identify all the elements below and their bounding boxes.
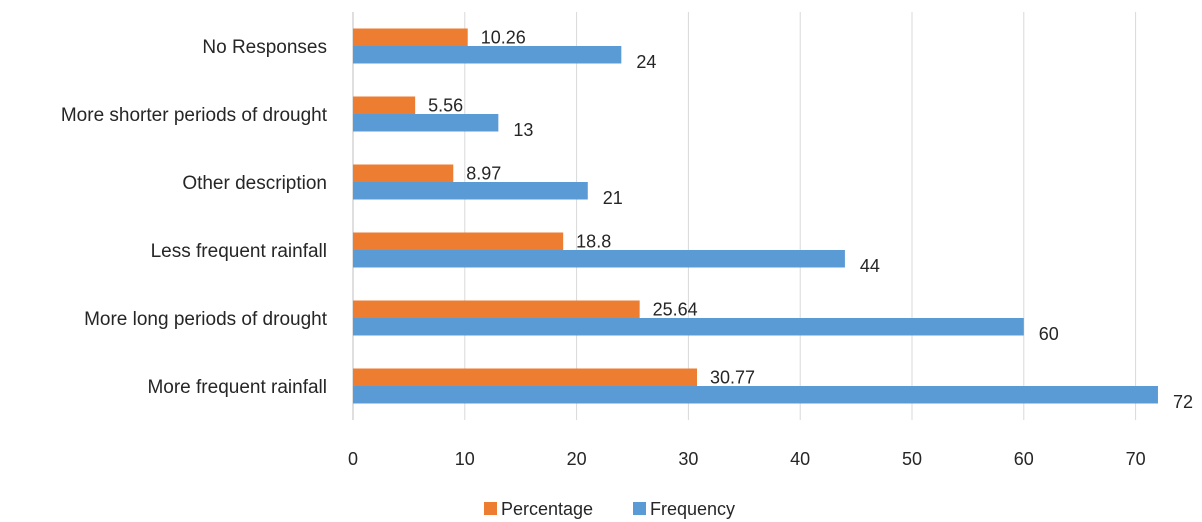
bar-percentage [353, 368, 698, 386]
bar-percentage [353, 96, 416, 114]
data-label-percentage: 30.77 [710, 368, 755, 388]
bars [353, 28, 1158, 404]
x-tick-label: 50 [902, 449, 922, 469]
data-label-percentage: 8.97 [466, 164, 501, 184]
legend-swatch-percentage [484, 502, 497, 515]
x-tick-label: 40 [790, 449, 810, 469]
bar-percentage [353, 164, 454, 182]
category-label: More frequent rainfall [147, 377, 327, 398]
category-label: Less frequent rainfall [151, 241, 327, 262]
category-label: More long periods of drought [84, 309, 328, 330]
category-label: Other description [182, 173, 327, 194]
legend-label-percentage: Percentage [501, 499, 593, 519]
bar-frequency [353, 318, 1024, 336]
legend: Percentage Frequency [484, 499, 735, 519]
category-label: No Responses [202, 37, 327, 58]
data-label-percentage: 10.26 [481, 28, 526, 48]
data-label-percentage: 25.64 [653, 300, 698, 320]
bar-frequency [353, 182, 588, 200]
x-tick-label: 30 [678, 449, 698, 469]
x-tick-label: 20 [567, 449, 587, 469]
data-label-frequency: 60 [1039, 324, 1059, 344]
bar-percentage [353, 232, 564, 250]
data-label-percentage: 18.8 [576, 232, 611, 252]
data-label-frequency: 44 [860, 256, 880, 276]
bar-frequency [353, 46, 622, 64]
category-label: More shorter periods of drought [61, 105, 328, 126]
legend-swatch-frequency [633, 502, 646, 515]
bar-frequency [353, 114, 499, 132]
bar-frequency [353, 250, 845, 268]
data-label-frequency: 72 [1173, 392, 1193, 412]
value-labels: 10.26 24 5.56 13 8.97 21 18.8 44 25.64 60 30.77 72 [428, 28, 1193, 413]
bar-percentage [353, 300, 640, 318]
bar-frequency [353, 386, 1158, 404]
x-axis-ticks: 0 10 20 30 40 50 60 70 [348, 449, 1146, 469]
legend-label-frequency: Frequency [650, 499, 735, 519]
x-tick-label: 0 [348, 449, 358, 469]
category-labels: No Responses More shorter periods of drou… [61, 37, 328, 398]
x-tick-label: 60 [1014, 449, 1034, 469]
gridlines [352, 12, 1137, 420]
data-label-frequency: 21 [603, 188, 623, 208]
data-label-percentage: 5.56 [428, 96, 463, 116]
x-tick-label: 70 [1126, 449, 1146, 469]
data-label-frequency: 13 [513, 120, 533, 140]
bar-percentage [353, 28, 468, 46]
x-tick-label: 10 [455, 449, 475, 469]
data-label-frequency: 24 [636, 52, 656, 72]
